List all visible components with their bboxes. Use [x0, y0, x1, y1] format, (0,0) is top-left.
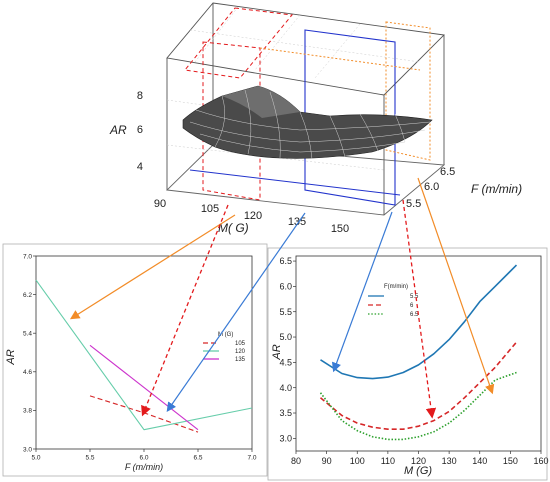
- m-tick: 90: [154, 198, 166, 210]
- legend-label: 6: [410, 303, 414, 309]
- x-tick-label: 5.0: [31, 455, 40, 462]
- left-legend: M (G) 105 120 135: [203, 332, 246, 363]
- series-line-120: [35, 279, 253, 431]
- f-tick: 6.5: [440, 166, 455, 178]
- legend-label: 135: [235, 357, 246, 363]
- z-tick: 4: [137, 161, 143, 173]
- response-surface: [182, 85, 433, 160]
- legend-label: 5.5: [410, 294, 419, 300]
- arrow-blue-left: [166, 212, 306, 412]
- f-tick: 6.0: [424, 181, 439, 193]
- y-tick-label: 6.0: [279, 282, 292, 292]
- right-panel-frame: [267, 247, 548, 481]
- left-xlabel: F (m/min): [125, 462, 163, 472]
- y-tick-label: 3.0: [279, 433, 292, 443]
- x-tick-label: 110: [381, 456, 395, 466]
- x-tick-label: 80: [291, 456, 301, 466]
- y-tick-label: 6.5: [279, 256, 292, 266]
- series-line-135: [89, 344, 199, 431]
- x-tick-label: 5.5: [85, 455, 94, 462]
- legend-label: 120: [235, 349, 246, 355]
- right-xlabel: M (G): [404, 465, 432, 477]
- y-tick-label: 7.0: [23, 253, 32, 260]
- y-tick-label: 4.0: [279, 383, 292, 393]
- arrow-red-right: [402, 199, 437, 419]
- y-tick-label: 3.8: [23, 408, 32, 415]
- z-axis-label: AR: [109, 123, 127, 137]
- connector-arrows: [69, 177, 495, 419]
- x-tick-label: 120: [411, 456, 426, 466]
- legend-label: 105: [235, 341, 246, 347]
- x-tick-label: 100: [350, 456, 365, 466]
- right-legend: F(m/min) 5.5 6 6.5: [368, 284, 419, 318]
- f-interaction-plot: 5.0 5.5 6.0 6.5 7.0 3.0 3.8 4.6 5.4 6.2 7.0 AR F …: [2, 243, 268, 477]
- series-line-6: [319, 341, 518, 430]
- f-axis-label: F (m/min): [471, 182, 522, 196]
- y-tick-label: 5.5: [279, 307, 292, 317]
- f-axis: 5.5 6.0 6.5 F (m/min): [406, 166, 522, 210]
- left-legend-title: M (G): [218, 332, 233, 338]
- y-tick-label: 6.2: [23, 292, 32, 299]
- y-tick-label: 4.5: [279, 358, 292, 368]
- z-axis: 8 6 4 AR: [109, 90, 143, 173]
- y-tick-label: 3.0: [23, 446, 32, 453]
- m-tick: 105: [201, 203, 219, 215]
- surface-plot: 8 6 4 AR 90 105 120 135 150 M( G) 5.5 6.…: [109, 2, 522, 235]
- arrow-orange-left: [69, 214, 236, 320]
- left-panel-frame: [2, 243, 268, 477]
- x-tick-label: 7.0: [247, 455, 256, 462]
- y-tick-label: 5.4: [23, 330, 32, 337]
- m-tick: 150: [331, 223, 349, 235]
- x-tick-label: 140: [472, 456, 487, 466]
- z-tick: 6: [137, 124, 143, 136]
- left-ylabel: AR: [5, 349, 17, 365]
- f-tick: 5.5: [406, 198, 421, 210]
- y-tick-label: 4.6: [23, 369, 32, 376]
- x-tick-label: 160: [533, 456, 548, 466]
- m-axis: 90 105 120 135 150 M( G): [154, 198, 349, 235]
- left-plot-area: [35, 255, 253, 450]
- x-tick-label: 130: [442, 456, 457, 466]
- right-ylabel: AR: [271, 344, 283, 360]
- arrow-blue-right: [331, 211, 393, 373]
- legend-label: 6.5: [410, 312, 419, 318]
- y-tick-label: 3.5: [279, 408, 292, 418]
- m-axis-label: M( G): [218, 221, 249, 235]
- m-tick: 135: [288, 216, 306, 228]
- surface-box: [166, 2, 446, 216]
- series-line-5.5: [320, 264, 518, 380]
- right-legend-title: F(m/min): [384, 284, 408, 290]
- x-tick-label: 90: [322, 456, 332, 466]
- x-tick-label: 6.5: [193, 455, 202, 462]
- x-tick-label: 6.0: [139, 455, 148, 462]
- m-interaction-plot: 80 90 100 110 120 130 140 150 160 3.0 3.5 4.0 4.5 5.…: [267, 247, 549, 481]
- arrow-red-left: [141, 204, 229, 417]
- x-tick-label: 150: [503, 456, 518, 466]
- m-tick: 120: [244, 210, 262, 222]
- series-line-6.5: [319, 371, 517, 441]
- right-plot-area: [295, 255, 542, 452]
- z-tick: 8: [137, 90, 143, 102]
- arrow-orange-right: [417, 177, 495, 395]
- y-tick-label: 5.0: [279, 332, 292, 342]
